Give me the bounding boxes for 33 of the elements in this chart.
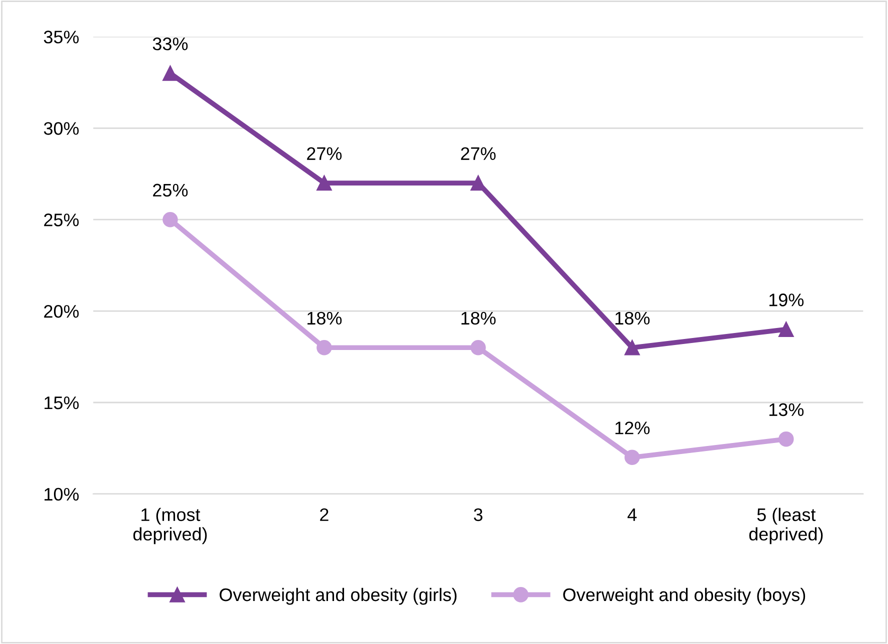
point	[162, 66, 178, 81]
legend-label: Overweight and obesity (boys)	[563, 588, 806, 605]
x-tick-label: 1 (most deprived)	[133, 508, 207, 544]
x-tick-label: 5 (least deprived)	[749, 508, 823, 544]
y-tick-label: 10%	[44, 488, 79, 501]
data-label: 25%	[153, 184, 188, 197]
point	[778, 322, 794, 337]
x-tick-label: 2	[320, 508, 328, 521]
point	[778, 431, 794, 447]
point	[470, 340, 486, 356]
point	[316, 340, 332, 356]
y-tick-label: 20%	[44, 304, 79, 318]
point	[470, 175, 486, 191]
y-tick-label: 25%	[44, 214, 79, 226]
data-label: 18%	[615, 312, 650, 325]
point	[162, 212, 178, 228]
data-label: 27%	[461, 147, 496, 160]
x-tick-label: 3	[474, 508, 482, 522]
data-label: 27%	[307, 147, 342, 160]
data-label: 33%	[152, 37, 188, 50]
data-label: 13%	[769, 403, 804, 416]
data-label: 12%	[615, 422, 650, 434]
legend-label: Overweight and obesity (girls)	[220, 588, 457, 605]
data-label: 18%	[461, 312, 496, 325]
point	[624, 340, 640, 356]
x-tick-label: 4	[628, 508, 637, 521]
y-tick-label: 15%	[44, 396, 79, 410]
data-label: 19%	[769, 294, 804, 306]
data-label: 18%	[308, 312, 342, 325]
point	[624, 450, 640, 466]
y-tick-label: 30%	[44, 122, 79, 135]
point	[316, 175, 332, 191]
y-tick-label: 35%	[44, 30, 79, 44]
